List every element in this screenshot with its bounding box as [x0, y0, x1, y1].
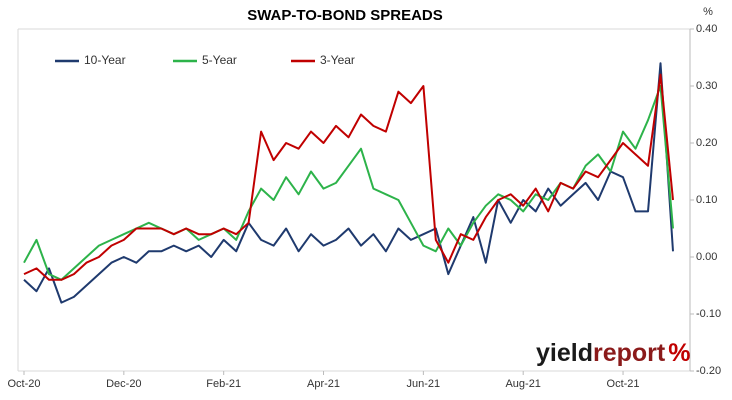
- y-tick-label: 0.30: [696, 80, 717, 92]
- y-tick-label: 0.20: [696, 137, 717, 149]
- x-tick-label: Apr-21: [307, 378, 340, 390]
- x-tick-label: Oct-20: [7, 378, 40, 390]
- chart-title: SWAP-TO-BOND SPREADS: [247, 7, 443, 24]
- x-tick-label: Feb-21: [206, 378, 241, 390]
- legend-label: 5-Year: [202, 53, 237, 67]
- legend-label: 10-Year: [84, 53, 126, 67]
- logo-part: %: [668, 339, 690, 367]
- series-line: [23, 62, 674, 304]
- legend-label: 3-Year: [320, 53, 355, 67]
- y-tick-label: -0.20: [696, 365, 721, 377]
- y-tick-label: 0.00: [696, 251, 717, 263]
- x-tick-label: Oct-21: [607, 378, 640, 390]
- x-tick-label: Jun-21: [407, 378, 441, 390]
- logo: yieldreport%: [536, 339, 690, 367]
- y-tick-label: 0.40: [696, 23, 717, 35]
- x-tick-label: Dec-20: [106, 378, 141, 390]
- y-tick-label: -0.10: [696, 308, 721, 320]
- logo-part: yield: [536, 339, 593, 367]
- series-line: [23, 73, 674, 281]
- series-line: [23, 85, 674, 281]
- y-tick-label: 0.10: [696, 194, 717, 206]
- y-unit: %: [703, 6, 713, 18]
- logo-part: report: [593, 339, 666, 367]
- x-tick-label: Aug-21: [505, 378, 540, 390]
